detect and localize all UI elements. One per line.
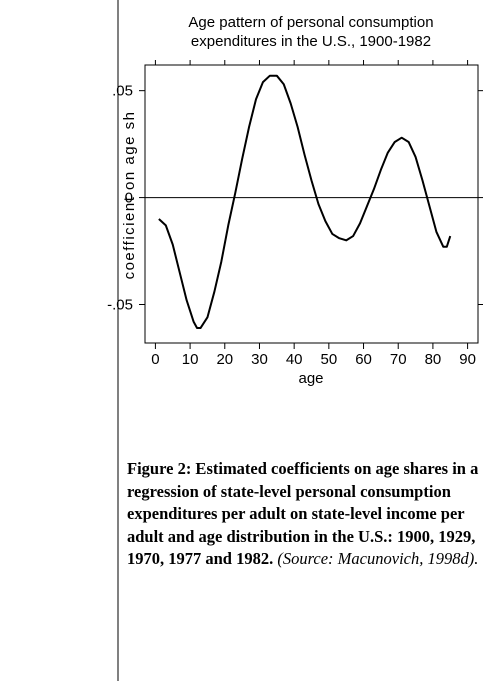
x-axis-label: age [298,370,323,387]
chart-title: Age pattern of personal consumption [188,14,433,31]
plot-frame [144,64,479,344]
x-tick-label: 30 [251,351,268,368]
chart: Age pattern of personal consumption expen… [107,0,483,440]
x-tick-label: 90 [459,351,476,368]
x-tick-label: 80 [425,351,442,368]
chart-title: expenditures in the U.S., 1900-1982 [191,33,431,50]
x-tick-label: 70 [390,351,407,368]
x-tick-label: 20 [216,351,233,368]
x-tick-label: 60 [355,351,372,368]
y-tick-label: .05 [112,83,133,100]
y-tick-label: -.05 [107,297,133,314]
line-series [158,74,452,330]
caption-text: Figure 2: Estimated coefficients on age … [127,459,479,568]
y-tick-label: 0 [125,190,133,207]
x-tick-label: 0 [151,351,159,368]
x-tick-label: 10 [182,351,199,368]
caption-source: (Source: Macunovich, 1998d). [277,549,479,568]
caption: Figure 2: Estimated coefficients on age … [127,458,485,571]
y-axis-label: coefficient on age sh [121,111,138,280]
x-tick-label: 40 [286,351,303,368]
x-tick-label: 50 [321,351,338,368]
